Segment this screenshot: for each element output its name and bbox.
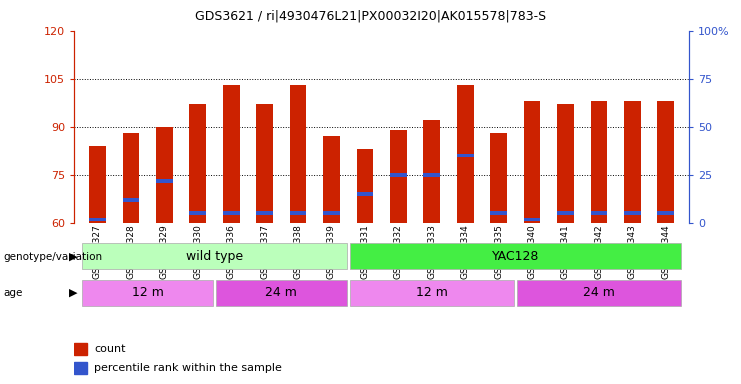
Bar xyxy=(657,211,674,215)
Bar xyxy=(524,218,540,222)
Text: ▶: ▶ xyxy=(69,288,77,298)
Bar xyxy=(423,120,440,223)
Text: genotype/variation: genotype/variation xyxy=(4,252,103,262)
Bar xyxy=(190,211,206,215)
Bar xyxy=(350,280,514,306)
Bar xyxy=(591,211,607,215)
Bar xyxy=(82,280,213,306)
Bar xyxy=(517,280,681,306)
Bar xyxy=(456,85,473,223)
Bar xyxy=(390,173,407,177)
Bar xyxy=(190,104,206,223)
Bar xyxy=(122,199,139,202)
Text: 12 m: 12 m xyxy=(132,286,164,299)
Bar xyxy=(557,211,574,215)
Bar xyxy=(74,343,87,355)
Bar xyxy=(624,211,641,215)
Bar xyxy=(156,127,173,223)
Bar xyxy=(390,130,407,223)
Bar xyxy=(216,280,347,306)
Bar xyxy=(356,149,373,223)
Bar xyxy=(122,133,139,223)
Bar xyxy=(156,179,173,183)
Bar xyxy=(290,85,307,223)
Bar xyxy=(290,211,307,215)
Bar xyxy=(256,104,273,223)
Text: 24 m: 24 m xyxy=(583,286,615,299)
Bar xyxy=(624,101,641,223)
Bar xyxy=(524,101,540,223)
Bar xyxy=(256,211,273,215)
Bar xyxy=(82,243,347,269)
Text: 12 m: 12 m xyxy=(416,286,448,299)
Bar xyxy=(491,133,507,223)
Bar xyxy=(557,104,574,223)
Bar xyxy=(89,218,106,222)
Bar xyxy=(89,146,106,223)
Bar xyxy=(657,101,674,223)
Text: 24 m: 24 m xyxy=(265,286,297,299)
Bar xyxy=(223,85,239,223)
Bar xyxy=(323,211,340,215)
Bar xyxy=(356,192,373,196)
Text: YAC128: YAC128 xyxy=(491,250,539,263)
Text: count: count xyxy=(95,344,126,354)
Text: percentile rank within the sample: percentile rank within the sample xyxy=(95,363,282,373)
Bar xyxy=(223,211,239,215)
Bar xyxy=(591,101,607,223)
Bar xyxy=(423,173,440,177)
Bar xyxy=(323,136,340,223)
Text: ▶: ▶ xyxy=(69,252,77,262)
Text: wild type: wild type xyxy=(186,250,243,263)
Bar xyxy=(456,154,473,157)
Bar xyxy=(350,243,681,269)
Text: GDS3621 / ri|4930476L21|PX00032I20|AK015578|783-S: GDS3621 / ri|4930476L21|PX00032I20|AK015… xyxy=(195,10,546,23)
Bar xyxy=(74,362,87,374)
Bar xyxy=(491,211,507,215)
Text: age: age xyxy=(4,288,23,298)
